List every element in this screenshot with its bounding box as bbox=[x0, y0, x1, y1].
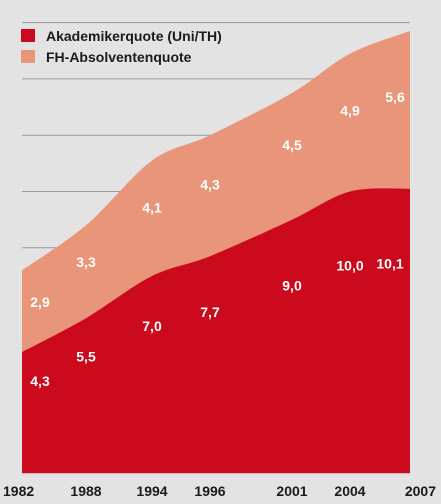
legend: Akademikerquote (Uni/TH) FH-Absolventenqu… bbox=[21, 28, 222, 65]
data-label-fh: 4,3 bbox=[200, 177, 220, 193]
x-tick-label: 2001 bbox=[276, 483, 307, 499]
legend-swatch-fh-absolventenquote bbox=[21, 50, 35, 63]
data-label-uni: 9,0 bbox=[282, 278, 302, 294]
data-label-uni: 7,0 bbox=[142, 318, 162, 334]
legend-label-akademikerquote: Akademikerquote (Uni/TH) bbox=[46, 28, 222, 44]
data-label-uni: 10,1 bbox=[376, 255, 403, 271]
x-tick-label: 1982 bbox=[3, 483, 34, 499]
value-labels: 4,3 2,9 5,5 3,3 7,0 4,1 7,7 4,3 9,0 4,5 10,0 4,9 10,… bbox=[30, 89, 405, 389]
data-label-fh: 5,6 bbox=[385, 89, 405, 105]
data-label-fh: 2,9 bbox=[30, 294, 50, 310]
legend-swatch-akademikerquote bbox=[21, 29, 35, 42]
x-tick-label: 1996 bbox=[194, 483, 225, 499]
x-tick-label: 1994 bbox=[136, 483, 167, 499]
x-tick-label: 1988 bbox=[70, 483, 101, 499]
data-label-fh: 4,1 bbox=[142, 200, 162, 216]
data-label-uni: 7,7 bbox=[200, 304, 220, 320]
x-tick-label: 2004 bbox=[334, 483, 365, 499]
areas bbox=[22, 31, 410, 473]
area-akademikerquote bbox=[22, 188, 410, 473]
data-label-fh: 4,5 bbox=[282, 137, 302, 153]
x-axis: 1982 1988 1994 1996 2001 2004 2007 bbox=[3, 483, 436, 499]
data-label-uni: 5,5 bbox=[76, 349, 96, 365]
data-label-fh: 3,3 bbox=[76, 254, 96, 270]
data-label-uni: 4,3 bbox=[30, 373, 50, 389]
data-label-uni: 10,0 bbox=[336, 257, 363, 273]
data-label-fh: 4,9 bbox=[340, 103, 360, 119]
legend-label-fh-absolventenquote: FH-Absolventenquote bbox=[46, 49, 192, 65]
x-tick-label: 2007 bbox=[405, 483, 436, 499]
